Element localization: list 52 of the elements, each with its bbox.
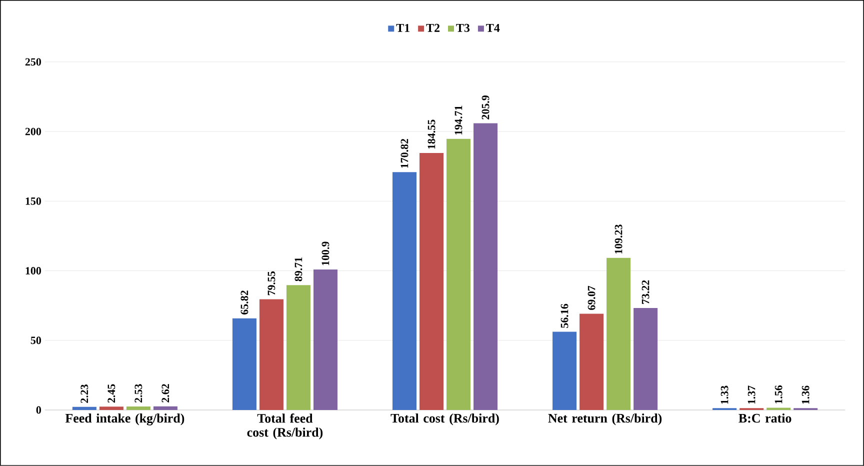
- bar: [232, 318, 256, 410]
- bar: [446, 138, 471, 410]
- bar: [286, 285, 310, 410]
- bar: [392, 172, 417, 410]
- data-label: 69.07: [588, 286, 596, 310]
- data-label: 73.22: [642, 280, 650, 304]
- bar: [606, 258, 631, 410]
- x-tick-label: Net return (Rs/bird): [548, 414, 662, 426]
- bar: [552, 332, 577, 410]
- y-tick-label: 200: [25, 128, 41, 136]
- y-tick-label: 250: [25, 58, 41, 66]
- data-label: 170.82: [400, 139, 408, 168]
- bar: [766, 408, 791, 410]
- data-label: 2.53: [134, 384, 142, 403]
- bar: [420, 153, 444, 410]
- data-label: 1.33: [720, 386, 728, 404]
- legend-label: T2: [426, 24, 440, 32]
- data-label: 184.55: [428, 120, 436, 149]
- legend-label: T4: [486, 24, 500, 32]
- data-label: 194.71: [454, 106, 462, 135]
- data-label: 79.55: [268, 271, 276, 296]
- data-label: 2.23: [80, 384, 88, 403]
- x-tick-label: Total cost (Rs/bird): [390, 414, 499, 426]
- x-tick-label: Feed intake (kg/bird): [65, 414, 184, 426]
- data-label: 65.82: [240, 290, 248, 314]
- data-label: 109.23: [614, 224, 622, 254]
- x-tick-label: B:C ratio: [738, 414, 792, 423]
- data-label: 205.9: [482, 96, 490, 120]
- data-label: 56.16: [560, 304, 568, 328]
- bar: [259, 299, 284, 410]
- data-label: 2.62: [162, 384, 170, 402]
- bar: [474, 123, 498, 410]
- legend-label: T1: [396, 24, 410, 32]
- y-tick-label: 0: [36, 406, 41, 414]
- y-tick-label: 100: [26, 267, 41, 274]
- data-label: 1.36: [802, 386, 810, 404]
- data-label: 1.37: [748, 386, 756, 404]
- data-label: 2.45: [108, 384, 116, 403]
- bar: [580, 314, 604, 410]
- bar: [313, 270, 338, 410]
- x-tick-label: Total feed cost (Rs/bird): [247, 414, 323, 440]
- bar: [634, 308, 658, 410]
- y-tick-label: 50: [30, 336, 41, 344]
- bar: [126, 406, 150, 410]
- data-label: 89.71: [294, 258, 302, 282]
- y-tick-label: 150: [26, 197, 41, 205]
- bar: [153, 406, 178, 410]
- data-label: 100.9: [322, 242, 330, 266]
- legend-label: T3: [456, 24, 470, 32]
- bar: [99, 406, 124, 410]
- bar: [72, 406, 96, 410]
- data-label: 1.56: [774, 385, 782, 404]
